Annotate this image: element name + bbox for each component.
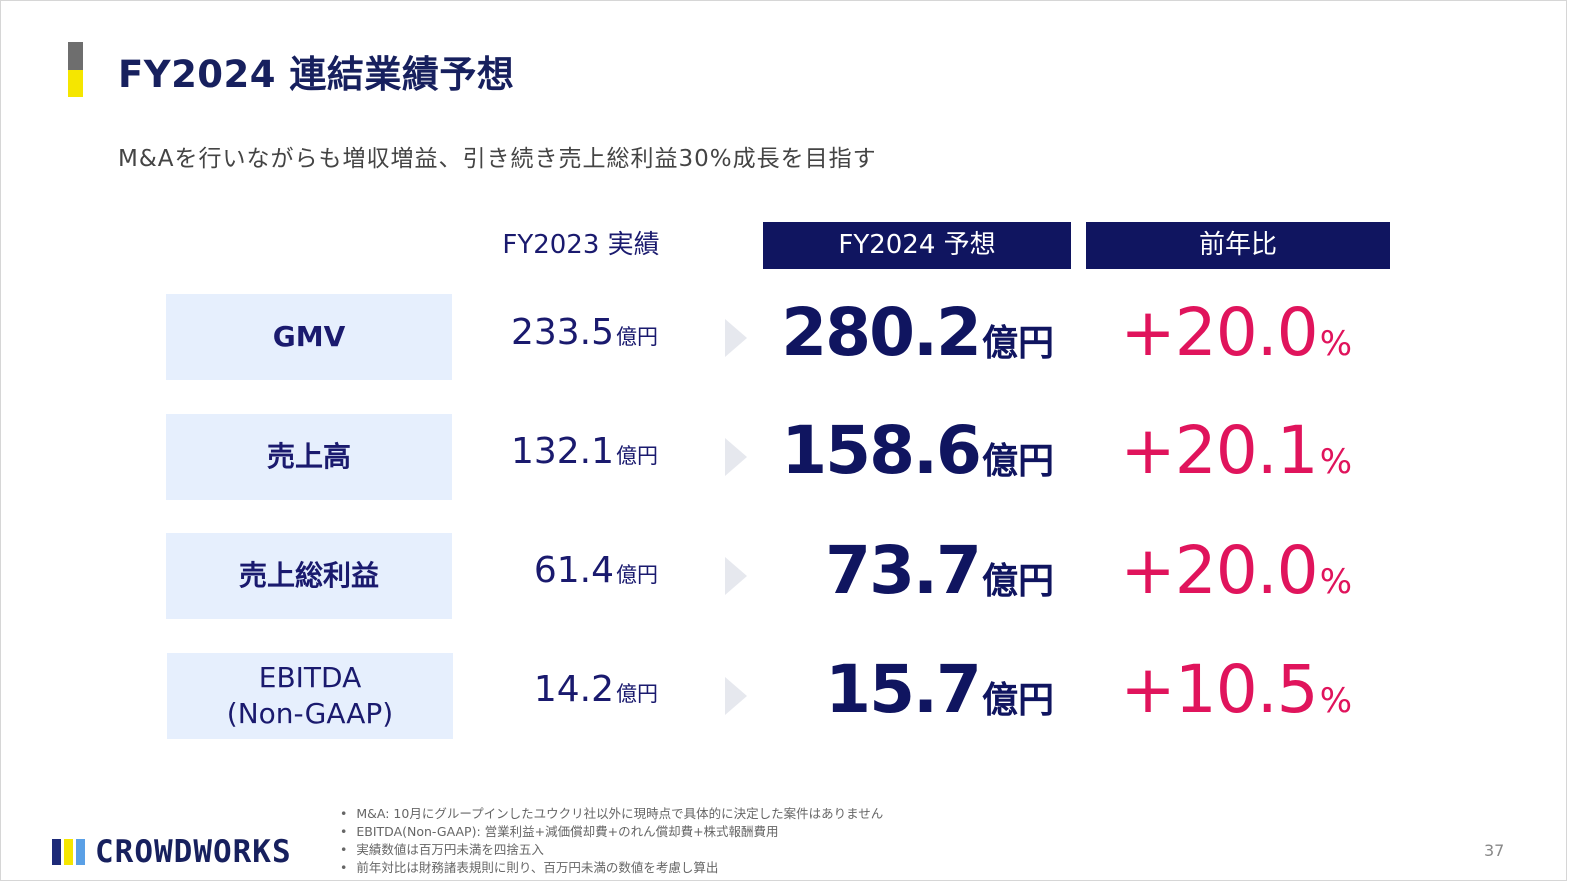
forecast-unit: 億円 xyxy=(981,441,1054,482)
actual-number: 14.2 xyxy=(533,669,614,710)
title-accent-yellow xyxy=(68,70,83,97)
actual-unit: 億円 xyxy=(616,682,658,706)
yoy-value-ebitda: +10.5% xyxy=(1100,651,1352,728)
actual-value-gross-profit: 61.4億円 xyxy=(470,550,658,591)
yoy-unit: % xyxy=(1319,562,1352,602)
forecast-unit: 億円 xyxy=(981,561,1054,602)
actual-value-ebitda: 14.2億円 xyxy=(470,669,658,710)
actual-value-gmv: 233.5億円 xyxy=(470,312,658,353)
title-accent-bar xyxy=(68,42,83,97)
yoy-value-revenue: +20.1% xyxy=(1100,412,1352,489)
arrow-right-icon xyxy=(725,557,747,595)
page-number: 37 xyxy=(1484,841,1505,860)
actual-unit: 億円 xyxy=(616,325,658,349)
yoy-number: +20.0 xyxy=(1120,294,1318,371)
arrow-right-icon xyxy=(725,319,747,357)
row-label-text-line1: EBITDA xyxy=(258,661,362,694)
column-header-fy2024: FY2024 予想 xyxy=(763,222,1071,269)
actual-unit: 億円 xyxy=(616,563,658,587)
forecast-unit: 億円 xyxy=(981,680,1054,721)
forecast-number: 280.2 xyxy=(781,294,982,371)
actual-value-revenue: 132.1億円 xyxy=(470,431,658,472)
logo-text: CROWDWORKS xyxy=(95,834,292,870)
actual-unit: 億円 xyxy=(616,444,658,468)
forecast-value-revenue: 158.6億円 xyxy=(760,412,1054,489)
yoy-unit: % xyxy=(1319,324,1352,364)
yoy-number: +20.0 xyxy=(1120,532,1318,609)
forecast-unit: 億円 xyxy=(981,323,1054,364)
forecast-value-gross-profit: 73.7億円 xyxy=(760,532,1054,609)
footnote-item: 実績数値は百万円未満を四捨五入 xyxy=(340,841,883,859)
footnote-item: M&A: 10月にグループインしたユウクリ社以外に現時点で具体的に決定した案件は… xyxy=(340,805,883,823)
arrow-right-icon xyxy=(725,677,747,715)
row-label-text-line2: (Non-GAAP) xyxy=(226,697,394,730)
actual-number: 233.5 xyxy=(510,312,614,353)
column-header-yoy: 前年比 xyxy=(1086,222,1390,269)
yoy-number: +20.1 xyxy=(1120,412,1318,489)
row-label-text: 売上総利益 xyxy=(238,559,379,592)
slide-frame xyxy=(0,0,1567,881)
column-header-fy2023: FY2023 実績 xyxy=(502,230,660,260)
row-label-text: GMV xyxy=(272,320,346,353)
forecast-number: 73.7 xyxy=(825,532,982,609)
row-label-text: 売上高 xyxy=(266,440,351,473)
forecast-value-gmv: 280.2億円 xyxy=(760,294,1054,371)
page-subtitle: M&Aを行いながらも増収増益、引き続き売上総利益30%成長を目指す xyxy=(118,146,877,172)
yoy-unit: % xyxy=(1319,681,1352,721)
yoy-value-gross-profit: +20.0% xyxy=(1100,532,1352,609)
forecast-number: 158.6 xyxy=(781,412,982,489)
footnote-item: EBITDA(Non-GAAP): 営業利益+減価償却費+のれん償却費+株式報酬… xyxy=(340,823,883,841)
actual-number: 61.4 xyxy=(533,550,614,591)
row-label-revenue: 売上高 xyxy=(166,414,452,500)
footnote-item: 前年対比は財務諸表規則に則り、百万円未満の数値を考慮し算出 xyxy=(340,859,883,877)
logo-mark-icon xyxy=(52,839,85,865)
actual-number: 132.1 xyxy=(510,431,614,472)
forecast-value-ebitda: 15.7億円 xyxy=(760,651,1054,728)
yoy-value-gmv: +20.0% xyxy=(1100,294,1352,371)
title-accent-gray xyxy=(68,42,83,70)
row-label-ebitda: EBITDA (Non-GAAP) xyxy=(167,653,453,739)
footnotes: M&A: 10月にグループインしたユウクリ社以外に現時点で具体的に決定した案件は… xyxy=(340,805,883,877)
yoy-number: +10.5 xyxy=(1120,651,1318,728)
row-label-gross-profit: 売上総利益 xyxy=(166,533,452,619)
row-label-gmv: GMV xyxy=(166,294,452,380)
forecast-number: 15.7 xyxy=(825,651,982,728)
page-title: FY2024 連結業績予想 xyxy=(118,53,515,96)
arrow-right-icon xyxy=(725,438,747,476)
company-logo: CROWDWORKS xyxy=(52,834,292,870)
yoy-unit: % xyxy=(1319,442,1352,482)
